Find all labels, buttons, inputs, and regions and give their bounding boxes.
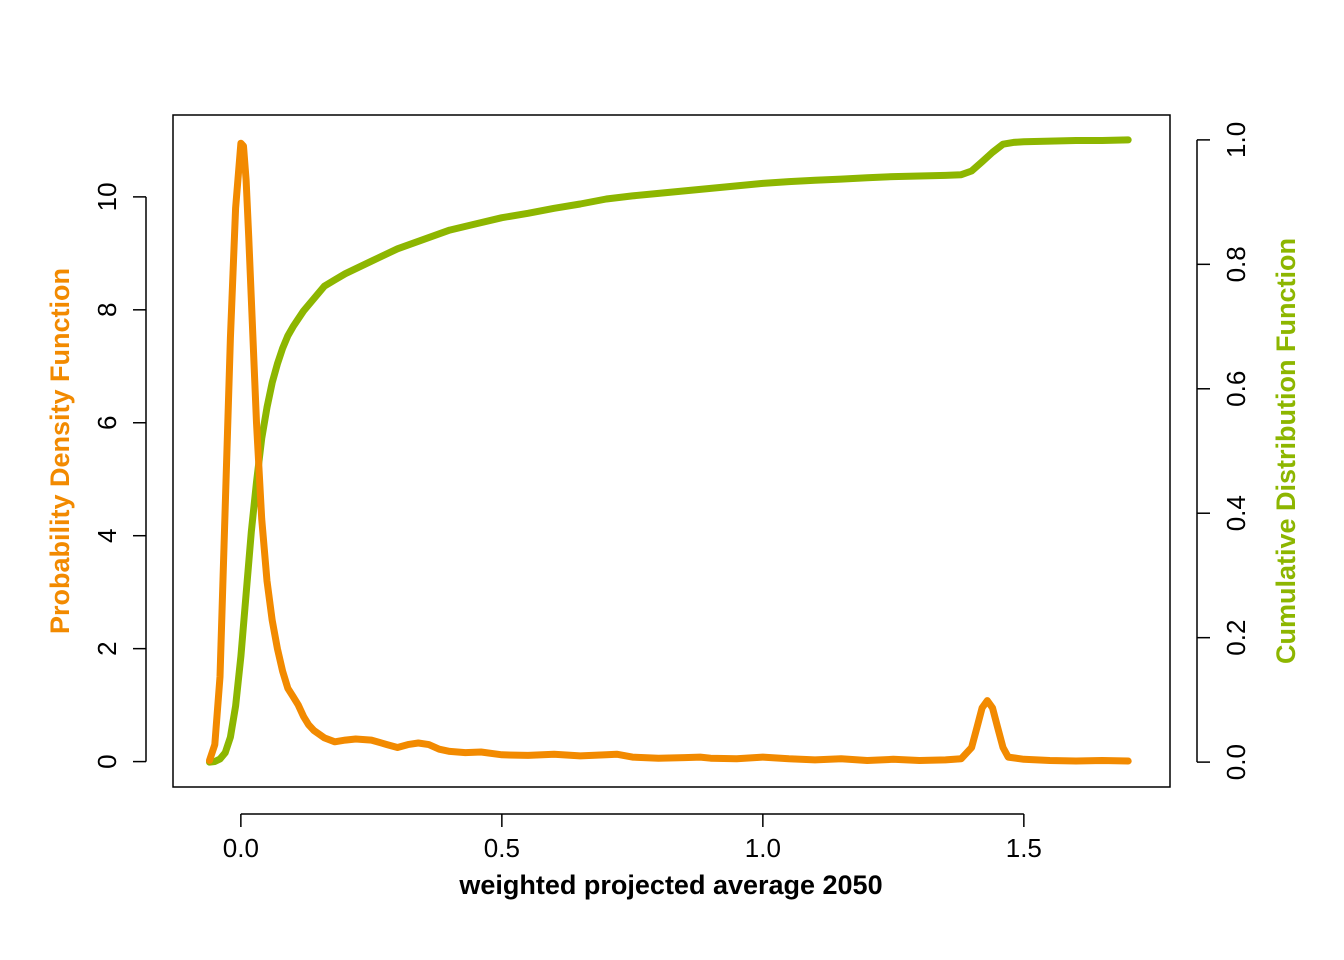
cdf-series-line — [206, 136, 1132, 766]
y-left-axis-title: Probability Density Function — [45, 268, 75, 634]
y-left-tick-label: 2 — [92, 641, 122, 655]
x-tick-label: 0.0 — [223, 833, 259, 863]
pdf-series-line — [206, 139, 1132, 765]
y-left-tick-label: 4 — [92, 528, 122, 542]
y-right-tick-label: 0.8 — [1221, 246, 1251, 282]
y-right-tick-label: 0.2 — [1221, 620, 1251, 656]
x-tick-label: 0.5 — [484, 833, 520, 863]
y-left-tick-label: 0 — [92, 754, 122, 768]
y-right-axis-title: Cumulative Distribution Function — [1271, 238, 1301, 664]
y-left-tick-label: 8 — [92, 303, 122, 317]
x-tick-label: 1.0 — [745, 833, 781, 863]
x-axis: 0.0 0.5 1.0 1.5 — [223, 813, 1042, 863]
plot-frame — [172, 114, 1171, 788]
y-left-tick-label: 10 — [92, 182, 122, 211]
y-right-axis: 0.0 0.2 0.4 0.6 0.8 1.0 — [1196, 122, 1251, 780]
y-left-axis: 0 2 4 6 8 10 — [92, 182, 147, 769]
x-axis-title: weighted projected average 2050 — [458, 870, 882, 900]
y-left-tick-label: 6 — [92, 416, 122, 430]
y-right-tick-label: 1.0 — [1221, 122, 1251, 158]
y-right-tick-label: 0.4 — [1221, 495, 1251, 531]
y-right-tick-label: 0.0 — [1221, 744, 1251, 780]
x-tick-label: 1.5 — [1006, 833, 1042, 863]
y-right-tick-label: 0.6 — [1221, 371, 1251, 407]
plot-area — [206, 136, 1132, 766]
